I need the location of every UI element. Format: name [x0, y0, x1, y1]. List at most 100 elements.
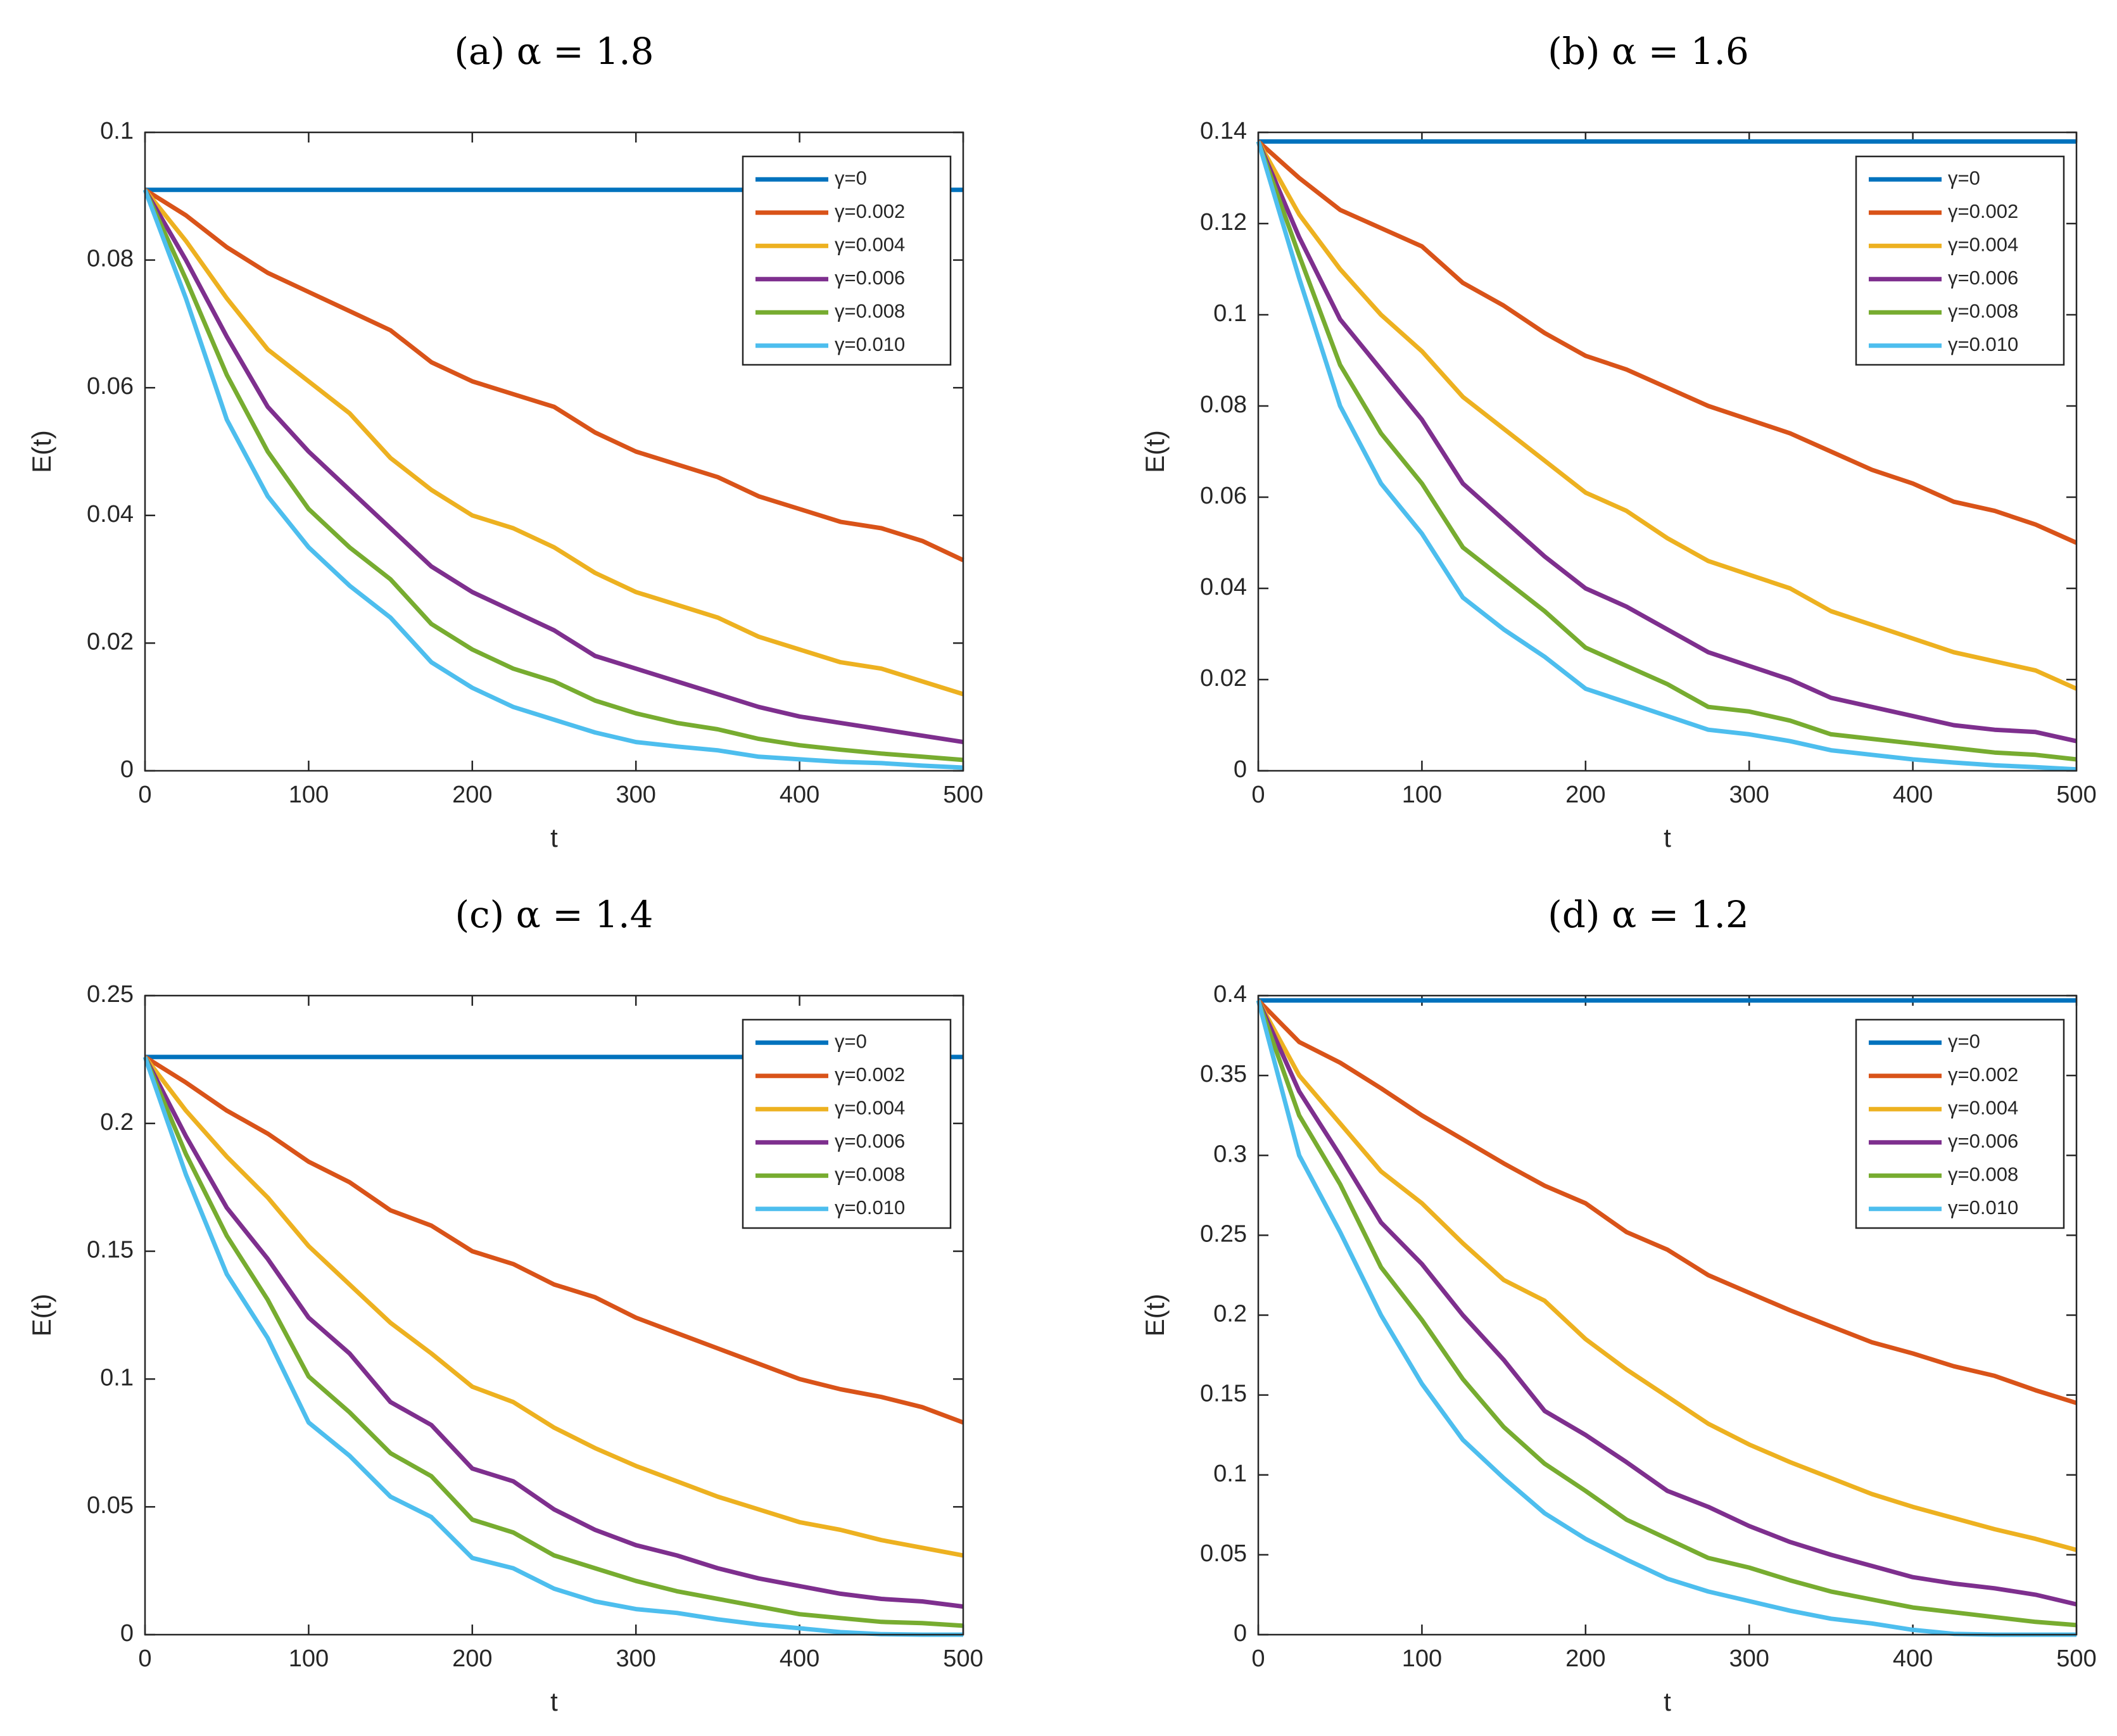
y-tick-label: 0.3: [1213, 1141, 1247, 1167]
x-tick-label: 300: [616, 1645, 655, 1672]
y-tick-label: 0.1: [1213, 300, 1247, 327]
legend-box: [1855, 155, 2065, 366]
y-tick-label: 0.04: [1200, 574, 1247, 600]
legend-label: γ=0: [1948, 1030, 1980, 1052]
chart-title: (a) α = 1.8: [454, 30, 654, 73]
y-tick-label: 0.25: [87, 981, 134, 1008]
x-tick-label: 200: [452, 782, 492, 808]
y-tick-label: 0: [120, 756, 134, 783]
legend: γ=0 γ=0.002 γ=0.004 γ=0.006 γ=0.008 γ=0.010: [1855, 155, 2065, 366]
y-tick-label: 0.12: [1200, 209, 1247, 236]
x-tick-label: 500: [943, 1645, 983, 1672]
x-tick-label: 400: [780, 1645, 819, 1672]
axes-box: [144, 131, 964, 772]
legend: γ=0 γ=0.002 γ=0.004 γ=0.006 γ=0.008 γ=0.010: [742, 1018, 952, 1229]
legend-label: γ=0.002: [1948, 1063, 2018, 1086]
y-tick-label: 0.2: [100, 1109, 134, 1136]
legend-label: γ=0: [835, 1030, 867, 1052]
axes-box: [1257, 994, 2078, 1636]
x-tick-label: 500: [2056, 782, 2096, 808]
series-line-3: [1256, 140, 2078, 691]
y-tick-label: 0.06: [87, 373, 134, 400]
y-tick-label: 0.1: [1213, 1460, 1247, 1487]
x-tick-label: 300: [1729, 1645, 1769, 1672]
legend-label: γ=0.004: [1948, 233, 2018, 255]
legend-label: γ=0.006: [1948, 1130, 2018, 1152]
y-tick-label: 0.15: [87, 1237, 134, 1264]
series-line-4: [142, 188, 964, 745]
x-tick-label: 100: [1402, 782, 1442, 808]
y-tick-label: 0.14: [1200, 118, 1247, 144]
y-tick-label: 0.08: [1200, 391, 1247, 418]
legend-label: γ=0.002: [1948, 200, 2018, 222]
x-axis-label: t: [550, 823, 558, 852]
x-tick-label: 0: [138, 782, 151, 808]
x-tick-label: 100: [1402, 1645, 1442, 1672]
legend-label: γ=0.006: [835, 267, 905, 289]
x-tick-label: 200: [1565, 1645, 1605, 1672]
y-tick-label: 0.08: [87, 246, 134, 272]
legend-label: γ=0.008: [1948, 1163, 2018, 1185]
y-tick-label: 0.15: [1200, 1381, 1247, 1407]
x-tick-label: 500: [2056, 1645, 2096, 1672]
series-line-3: [143, 1055, 964, 1558]
legend-label: γ=0.004: [835, 1096, 905, 1118]
x-tick-label: 200: [452, 1645, 492, 1672]
series-line-5: [1256, 141, 2077, 762]
legend-label: γ=0.010: [835, 1196, 905, 1219]
legend-label: γ=0.002: [835, 1063, 905, 1086]
legend-label: γ=0.010: [1948, 1196, 2018, 1219]
x-tick-label: 100: [289, 782, 329, 808]
chart-panel-1: (a) α = 1.8 0 0.02 0.04 0.06 0.08 0.1 0 100 200 30…: [27, 30, 983, 852]
x-tick-label: 0: [1251, 1645, 1265, 1672]
series-line-2: [144, 1055, 964, 1425]
series-line-6: [1256, 141, 2077, 772]
x-tick-label: 300: [1729, 782, 1769, 808]
legend-label: γ=0.004: [1948, 1096, 2018, 1118]
x-tick-label: 0: [138, 1645, 151, 1672]
legend-label: γ=0: [835, 167, 867, 189]
x-tick-label: 300: [616, 782, 655, 808]
y-axis-label: E(t): [27, 1294, 56, 1337]
series-line-2: [1256, 139, 2078, 545]
y-tick-label: 0.2: [1213, 1301, 1247, 1327]
y-tick-label: 0: [120, 1620, 134, 1647]
legend-box: [742, 1018, 952, 1229]
y-tick-label: 0.1: [100, 118, 134, 144]
series-line-3: [143, 188, 964, 697]
y-tick-label: 0.04: [87, 501, 134, 528]
x-tick-label: 400: [1893, 782, 1933, 808]
x-tick-label: 200: [1565, 782, 1605, 808]
legend-label: γ=0.008: [835, 300, 905, 322]
x-tick-label: 400: [780, 782, 819, 808]
chart-title: (d) α = 1.2: [1548, 893, 1749, 936]
chart-panel-3: (c) α = 1.4 0 0.05 0.1 0.15 0.2 0.25 0 100 200 300…: [27, 893, 983, 1716]
x-axis-label: t: [550, 1687, 558, 1716]
legend-label: γ=0.002: [835, 200, 905, 222]
y-axis-label: E(t): [1140, 1294, 1170, 1337]
legend: γ=0 γ=0.002 γ=0.004 γ=0.006 γ=0.008 γ=0.010: [1855, 1018, 2065, 1229]
x-tick-label: 100: [289, 1645, 329, 1672]
axes-box: [1257, 131, 2078, 772]
y-tick-label: 0.1: [100, 1364, 134, 1391]
chart-panel-4: (d) α = 1.2 0 0.05 0.1 0.15 0.2 0.25 0.3 0.35 0.4…: [1140, 893, 2097, 1716]
x-tick-label: 0: [1251, 782, 1265, 808]
y-axis-label: E(t): [1140, 430, 1170, 473]
legend-label: γ=0.008: [835, 1163, 905, 1185]
legend-box: [1855, 1018, 2065, 1229]
axes-box: [144, 994, 964, 1636]
y-tick-label: 0.05: [87, 1492, 134, 1519]
y-tick-label: 0.25: [1200, 1220, 1247, 1247]
y-tick-label: 0.02: [87, 628, 134, 655]
y-tick-label: 0.06: [1200, 483, 1247, 509]
chart-title: (c) α = 1.4: [455, 893, 653, 936]
x-axis-label: t: [1664, 1687, 1671, 1716]
legend-label: γ=0.010: [1948, 333, 2018, 355]
legend-box: [742, 155, 952, 366]
series-line-5: [142, 189, 964, 763]
series-line-4: [1256, 141, 2077, 744]
legend-label: γ=0.010: [835, 333, 905, 355]
legend-label: γ=0: [1948, 167, 1980, 189]
legend-label: γ=0.006: [1948, 267, 2018, 289]
series-line-5: [142, 1056, 964, 1628]
